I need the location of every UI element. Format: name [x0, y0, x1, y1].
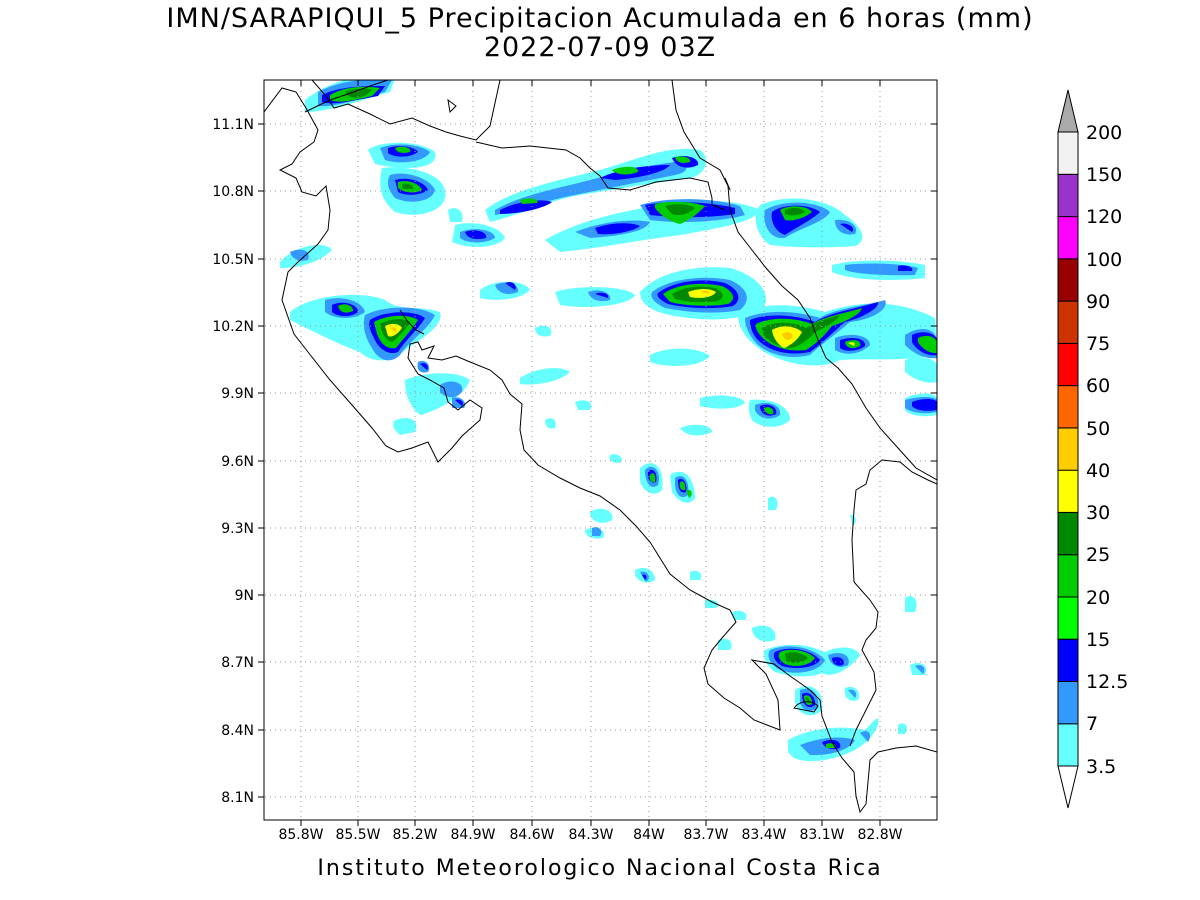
y-tick-label: 8.4N [221, 723, 254, 739]
x-tick-label: 85.8W [278, 827, 323, 843]
colorbar-label: 90 [1086, 291, 1110, 313]
colorbar-swatch [1057, 342, 1079, 387]
colorbar-label: 7 [1086, 713, 1098, 735]
y-tick-label: 9.3N [221, 521, 254, 537]
colorbar-top-arrow [1057, 89, 1079, 133]
x-axis-tick-labels: 85.8W 85.5W 85.2W 84.9W 84.6W 84.3W 84W … [278, 827, 902, 843]
colorbar-label: 30 [1086, 502, 1110, 524]
colorbar-label: 100 [1086, 249, 1122, 271]
x-tick-label: 85.2W [392, 827, 437, 843]
colorbar-swatch [1057, 596, 1079, 640]
y-tick-label: 8.7N [221, 655, 254, 671]
colorbar-swatch [1057, 638, 1079, 683]
x-tick-label: 83.4W [741, 827, 786, 843]
colorbar-label: 40 [1086, 460, 1110, 482]
colorbar-label: 75 [1086, 333, 1110, 355]
x-tick-label: 83.7W [683, 827, 728, 843]
x-tick-label: 84.6W [509, 827, 554, 843]
colorbar-swatch [1057, 173, 1079, 218]
footer-credit: Instituto Meteorologico Nacional Costa R… [317, 856, 883, 881]
colorbar-swatch [1057, 554, 1079, 598]
x-tick-label: 83.1W [799, 827, 844, 843]
y-tick-label: 10.2N [212, 319, 254, 335]
colorbar-bottom-arrow [1057, 765, 1079, 809]
y-tick-label: 9.9N [221, 386, 254, 402]
x-tick-label: 85.5W [335, 827, 380, 843]
map-subtitle-datetime: 2022-07-09 03Z [483, 32, 717, 63]
colorbar-label: 25 [1086, 544, 1110, 566]
colorbar-swatch [1057, 216, 1079, 260]
map-title: IMN/SARAPIQUI_5 Precipitacion Acumulada … [166, 3, 1034, 34]
y-tick-label: 10.8N [212, 184, 254, 200]
y-tick-label: 9N [235, 588, 254, 604]
colorbar-swatch [1057, 511, 1079, 556]
colorbar-label: 12.5 [1086, 671, 1128, 693]
y-tick-label: 10.5N [212, 252, 254, 268]
colorbar-legend: 200 150 120 100 90 75 60 50 40 30 25 20 … [1057, 89, 1128, 809]
coastline-borders [264, 80, 937, 814]
colorbar-label: 50 [1086, 418, 1110, 440]
colorbar-label: 20 [1086, 587, 1110, 609]
y-tick-label: 11.1N [212, 117, 254, 133]
colorbar-swatch [1057, 385, 1079, 429]
colorbar-label: 150 [1086, 164, 1122, 186]
colorbar-label: 60 [1086, 375, 1110, 397]
y-tick-label: 8.1N [221, 790, 254, 806]
axis-ticks [258, 80, 937, 826]
colorbar-label: 15 [1086, 629, 1110, 651]
y-tick-label: 9.6N [221, 454, 254, 470]
x-tick-label: 82.8W [857, 827, 902, 843]
colorbar-swatch [1057, 131, 1079, 175]
x-tick-label: 84.3W [568, 827, 613, 843]
precipitation-field [280, 80, 937, 762]
colorbar-swatch [1057, 427, 1079, 471]
map-frame [263, 79, 938, 821]
colorbar-label: 120 [1086, 206, 1122, 228]
colorbar-label: 3.5 [1086, 756, 1116, 778]
colorbar-swatch [1057, 258, 1079, 302]
colorbar-swatch [1057, 300, 1079, 344]
y-axis-tick-labels: 11.1N 10.8N 10.5N 10.2N 9.9N 9.6N 9.3N 9… [212, 117, 254, 806]
colorbar-swatch [1057, 681, 1079, 725]
x-tick-label: 84W [633, 827, 665, 843]
colorbar-swatch [1057, 469, 1079, 513]
colorbar-label: 200 [1086, 122, 1122, 144]
map-gridlines [265, 81, 936, 819]
colorbar-swatch [1057, 723, 1079, 767]
x-tick-label: 84.9W [450, 827, 495, 843]
